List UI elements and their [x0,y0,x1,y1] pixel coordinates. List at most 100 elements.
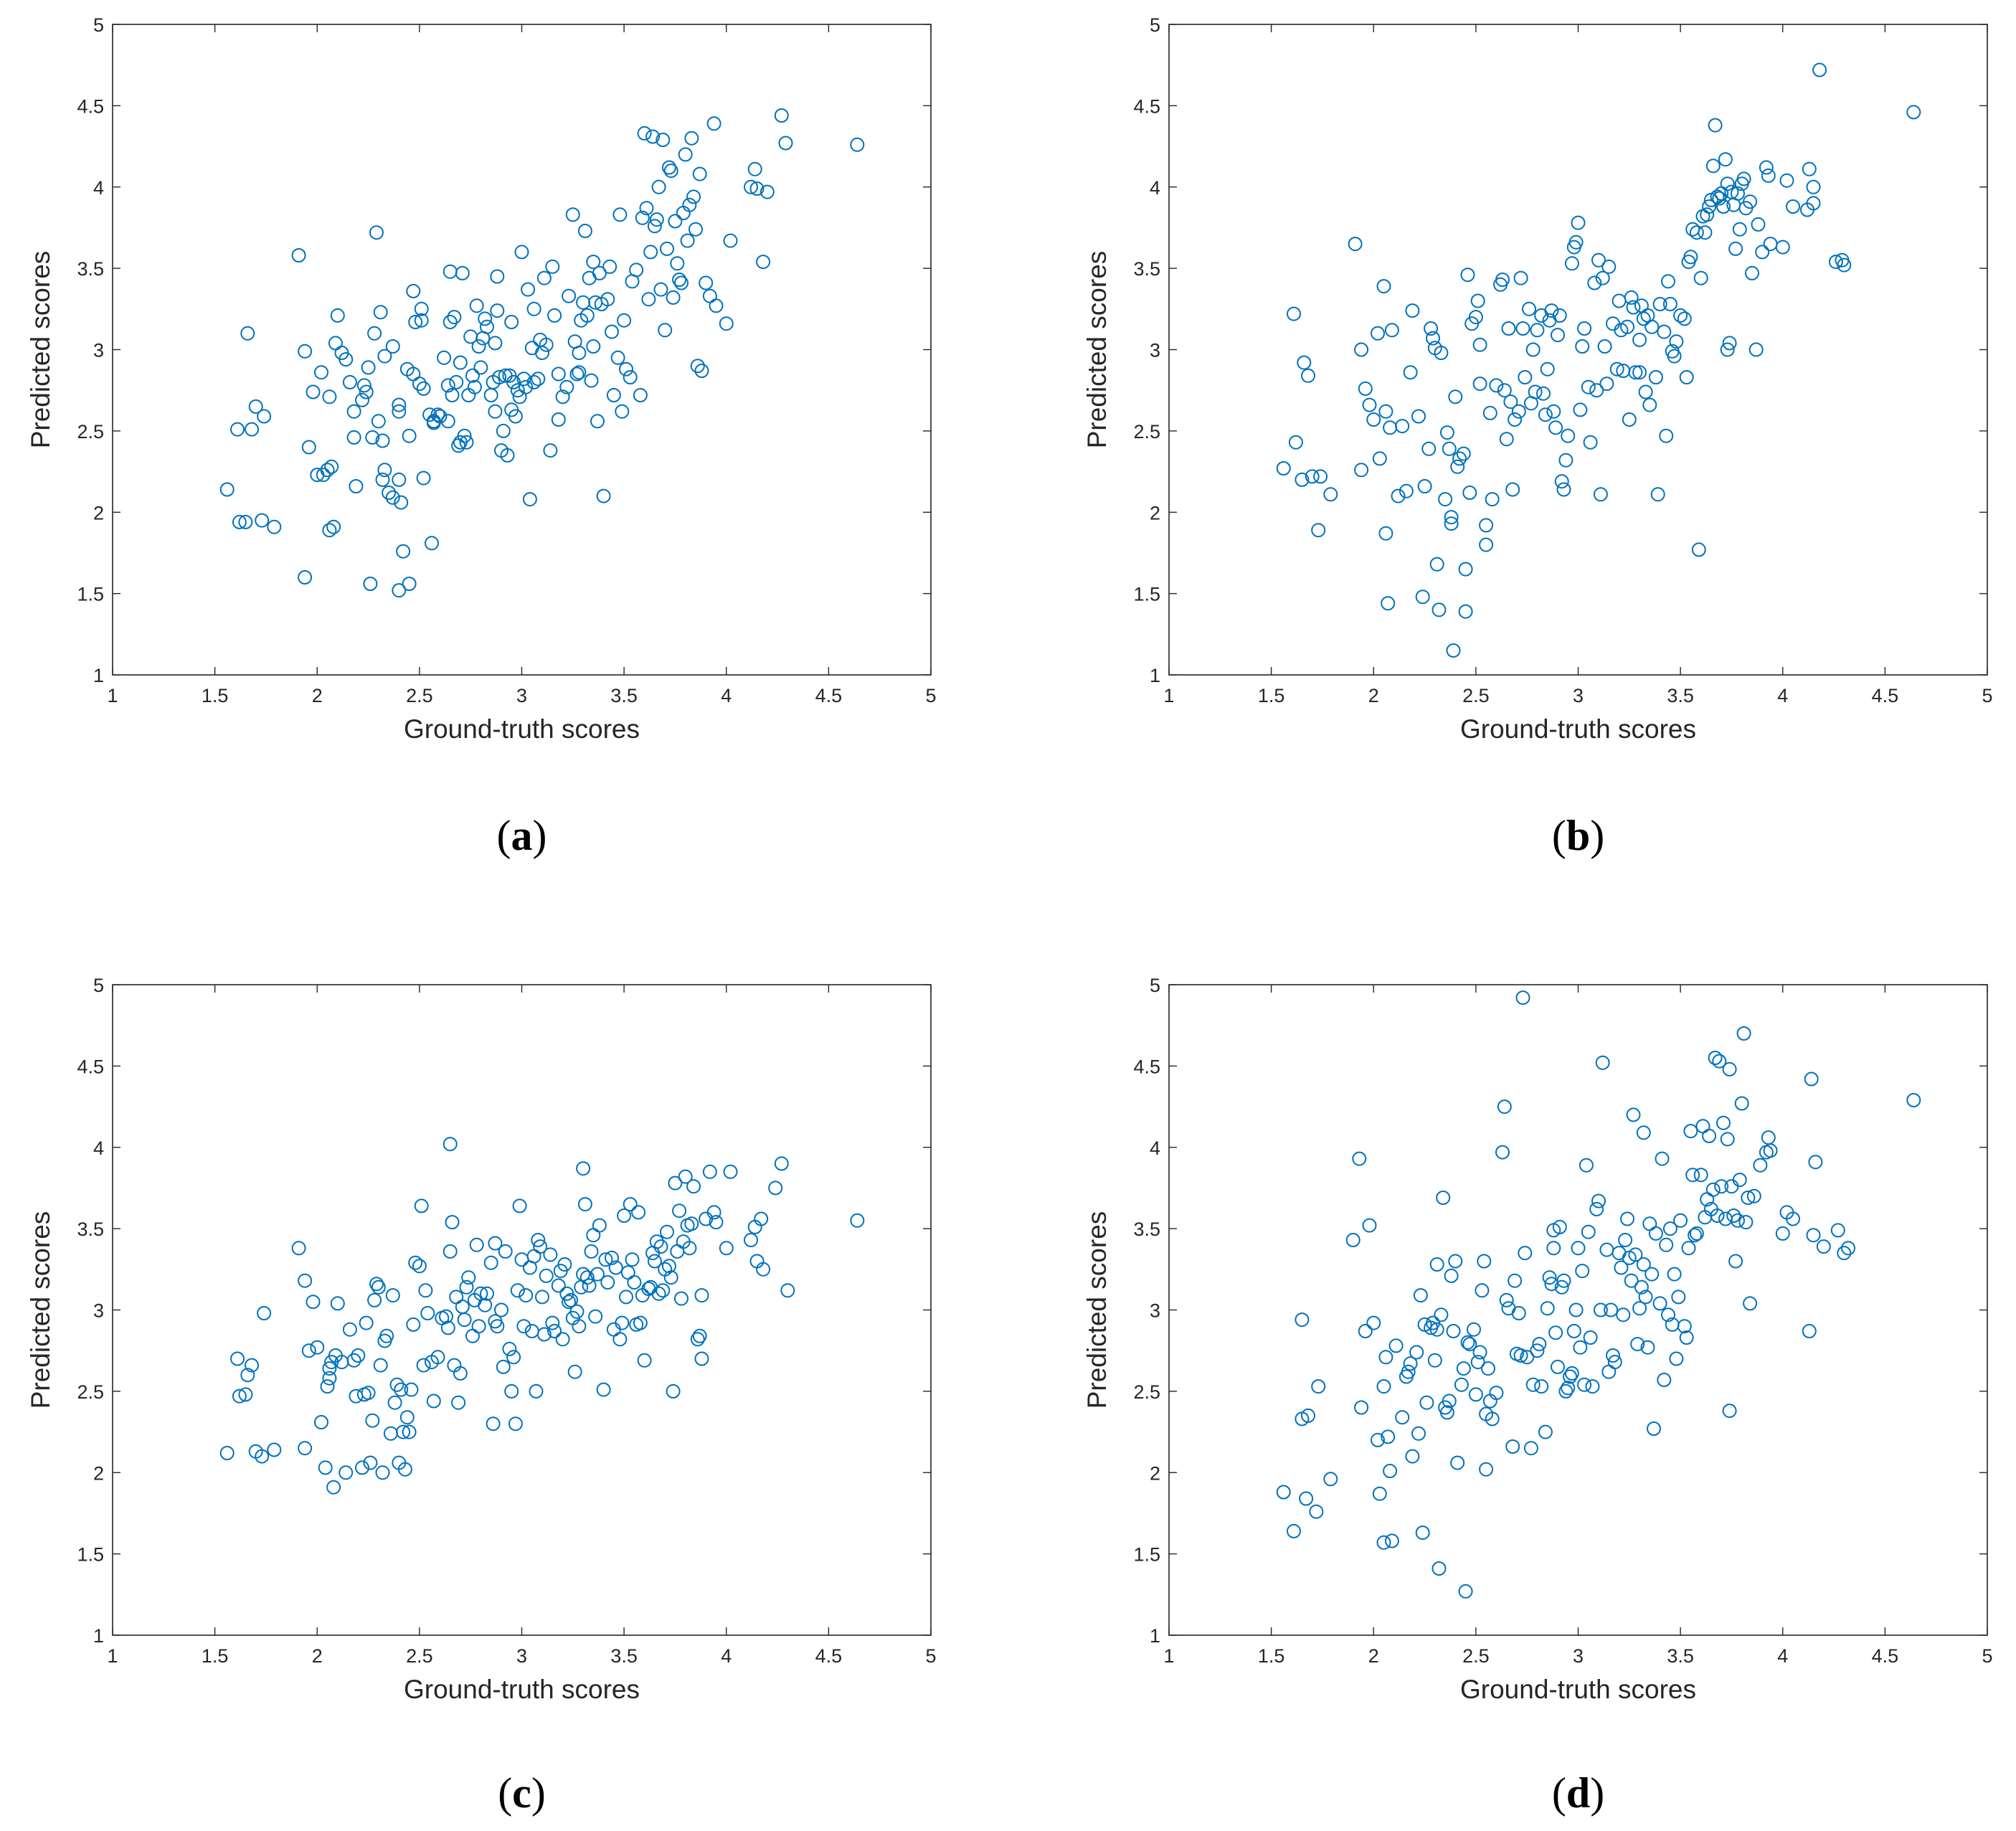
data-point [1661,1307,1675,1323]
data-point [1468,310,1483,325]
data-point [1589,383,1604,398]
data-point [1618,1233,1633,1247]
data-point [402,428,417,443]
data-point [535,1290,549,1305]
data-point [576,1267,591,1282]
data-point [512,1198,527,1213]
data-point [404,1382,419,1397]
data-point [1384,1533,1399,1548]
data-point [392,472,407,487]
data-point [684,131,699,146]
data-point [1497,383,1512,398]
data-point [1323,1472,1338,1487]
data-point [379,1328,394,1343]
x-tick-label: 5 [1982,1645,1992,1667]
data-point [1677,1319,1692,1334]
data-point [238,1387,253,1402]
data-point [778,136,793,151]
data-point [508,409,523,424]
data-point [1444,510,1459,525]
data-point [656,133,671,147]
data-point [1714,1179,1729,1194]
data-point [543,1247,558,1262]
data-point [516,372,531,387]
y-tick-label: 4.5 [1133,95,1160,117]
data-point [443,315,458,329]
data-point [1462,1337,1477,1352]
data-point [723,233,738,248]
data-point [1467,1322,1481,1337]
data-point [397,1462,412,1477]
data-point [373,1358,388,1373]
data-point [1812,62,1827,77]
data-point [1505,482,1520,497]
chart-panel-a: 1 1.5 2 2.5 3 3.5 4 4.5 5 1 1.5 2 2.5 3 3.5 4 4.5 5 Ground… [26,14,937,859]
data-point [674,1291,688,1306]
panel-label-paren: ) [1590,1769,1604,1817]
data-point [526,301,541,316]
data-point [1501,321,1516,336]
data-point [414,313,429,328]
y-tick-label: 4 [1150,177,1160,199]
data-point [1552,308,1567,323]
y-tick-label: 4.5 [77,1056,104,1077]
y-axis-label: Predicted scores [26,1211,55,1409]
data-point [486,1416,501,1432]
data-point [310,1340,325,1355]
data-point [586,339,601,354]
data-point [322,389,337,404]
data-point [375,1465,390,1480]
data-point [1427,1353,1442,1368]
plot-area-frame [112,984,932,1636]
data-point [694,1288,709,1303]
data-point [536,1327,552,1342]
data-point [1571,1241,1586,1256]
data-point [759,184,775,199]
data-point [1442,1394,1457,1409]
data-point [629,262,644,278]
data-point [749,181,765,196]
data-point [1638,384,1653,399]
data-point [1743,1296,1758,1311]
data-point [519,379,534,394]
data-point [219,482,235,497]
data-point [490,269,505,284]
data-point [1479,1462,1494,1477]
data-point [1528,384,1543,399]
data-point [1495,273,1510,287]
data-point [230,422,245,437]
data-point [1786,1211,1800,1226]
data-point [1395,419,1410,434]
data-point [592,265,607,280]
data-point [584,1244,599,1259]
data-point [1405,1449,1420,1464]
data-point [774,1156,789,1171]
data-point [1657,324,1672,339]
data-point [301,440,316,455]
data-point [342,1322,357,1337]
y-tick-label: 3 [1150,340,1160,361]
data-point [1802,161,1817,176]
data-point [1479,537,1494,552]
data-point [1708,1051,1723,1065]
data-point [1681,1241,1696,1256]
data-point [1731,1213,1745,1228]
data-point [627,1275,642,1290]
data-point [1561,1381,1576,1396]
data-point [1448,1254,1463,1269]
data-point [661,1259,676,1274]
x-tick-label: 2.5 [406,685,433,706]
data-point [1378,526,1393,541]
y-axis-label: Predicted scores [26,251,55,449]
data-point [1626,300,1641,315]
data-point [1477,1254,1492,1269]
data-point [1748,342,1764,357]
data-point [1556,482,1571,497]
data-point [516,1319,531,1334]
data-point [754,1211,769,1226]
data-point [623,370,638,384]
data-point [349,479,364,493]
data-point [684,1216,699,1231]
data-point [633,388,648,402]
data-point [402,1424,417,1439]
